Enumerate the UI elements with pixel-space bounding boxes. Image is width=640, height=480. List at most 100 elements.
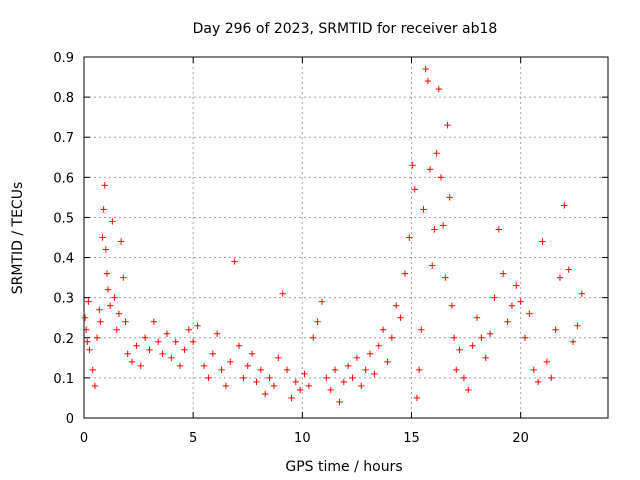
data-point — [235, 342, 243, 349]
data-point — [327, 386, 334, 394]
data-point — [102, 246, 110, 253]
data-point — [574, 322, 581, 329]
data-point — [513, 282, 520, 289]
data-point — [115, 310, 123, 317]
data-point — [107, 302, 114, 309]
y-tick-label: 0.9 — [53, 51, 74, 66]
data-point — [253, 378, 260, 386]
data-point — [422, 65, 429, 73]
data-point — [96, 306, 103, 313]
data-point — [401, 270, 409, 277]
data-point — [189, 338, 197, 345]
data-point — [97, 318, 104, 325]
data-point — [578, 290, 585, 297]
y-tick-label: 0.2 — [53, 332, 74, 347]
data-point — [442, 274, 449, 281]
data-point — [133, 342, 140, 349]
x-axis-label: GPS time / hours — [285, 459, 402, 475]
data-point — [155, 338, 162, 345]
data-point — [270, 382, 278, 390]
data-point — [486, 330, 494, 337]
y-tick-label: 0.4 — [53, 252, 74, 267]
data-point — [227, 358, 234, 366]
data-point — [222, 382, 230, 390]
data-point — [548, 374, 555, 382]
data-point — [444, 121, 451, 129]
data-point — [556, 274, 564, 281]
data-point — [244, 362, 251, 370]
data-point — [469, 342, 476, 349]
data-point — [213, 330, 221, 337]
data-point — [101, 182, 108, 189]
data-point — [543, 358, 551, 366]
data-point — [409, 162, 416, 169]
data-point — [504, 318, 511, 325]
y-tick-label: 0.1 — [53, 372, 74, 387]
data-point — [305, 382, 313, 390]
data-point — [128, 358, 136, 366]
data-point — [388, 334, 396, 341]
point-layer — [81, 65, 585, 406]
data-point — [446, 194, 453, 201]
data-point — [205, 374, 212, 382]
data-point — [104, 286, 112, 293]
data-point — [500, 270, 507, 277]
data-point — [103, 270, 111, 277]
data-point — [375, 342, 382, 349]
data-point — [565, 266, 572, 273]
data-point — [81, 314, 89, 321]
data-point — [371, 370, 378, 378]
data-point — [426, 166, 434, 173]
data-point — [521, 334, 529, 341]
y-axis-label: SRMTID / TECUs — [10, 182, 26, 295]
data-point — [482, 354, 489, 362]
data-point — [424, 77, 432, 85]
y-tick-label: 0.3 — [53, 292, 74, 307]
data-point — [349, 374, 356, 382]
data-point — [453, 366, 460, 374]
data-point — [194, 322, 201, 329]
data-point — [159, 350, 166, 358]
data-point — [89, 366, 96, 374]
data-point — [384, 358, 391, 366]
data-point — [279, 290, 286, 297]
data-point — [200, 362, 208, 370]
data-point — [344, 362, 352, 370]
data-point — [318, 298, 326, 305]
data-point — [181, 346, 188, 354]
data-point — [413, 394, 421, 402]
data-point — [117, 238, 125, 245]
data-point — [301, 370, 308, 378]
data-point — [262, 390, 269, 398]
data-point — [420, 206, 427, 213]
data-point — [418, 326, 425, 333]
data-point — [85, 298, 92, 305]
data-point — [435, 85, 442, 93]
y-tick-label: 0.6 — [53, 171, 74, 186]
data-point — [340, 378, 348, 386]
data-point — [450, 334, 458, 341]
x-tick-label: 20 — [512, 431, 529, 446]
y-tick-label: 0 — [66, 412, 74, 427]
data-point — [465, 386, 472, 394]
data-point — [231, 258, 238, 265]
data-point — [93, 334, 101, 341]
data-point — [209, 350, 217, 358]
data-point — [141, 334, 149, 341]
data-point — [539, 238, 546, 245]
data-point — [288, 394, 295, 402]
data-point — [86, 346, 93, 354]
data-point — [353, 354, 361, 362]
x-tick-label: 0 — [80, 431, 88, 446]
data-point — [266, 374, 273, 382]
data-point — [460, 374, 468, 382]
data-point — [257, 366, 265, 374]
data-point — [146, 346, 153, 354]
data-point — [218, 366, 225, 374]
data-point — [358, 382, 365, 390]
data-point — [150, 318, 158, 325]
x-tick-label: 15 — [403, 431, 420, 446]
plot-frame — [83, 56, 609, 419]
data-point — [176, 362, 184, 370]
